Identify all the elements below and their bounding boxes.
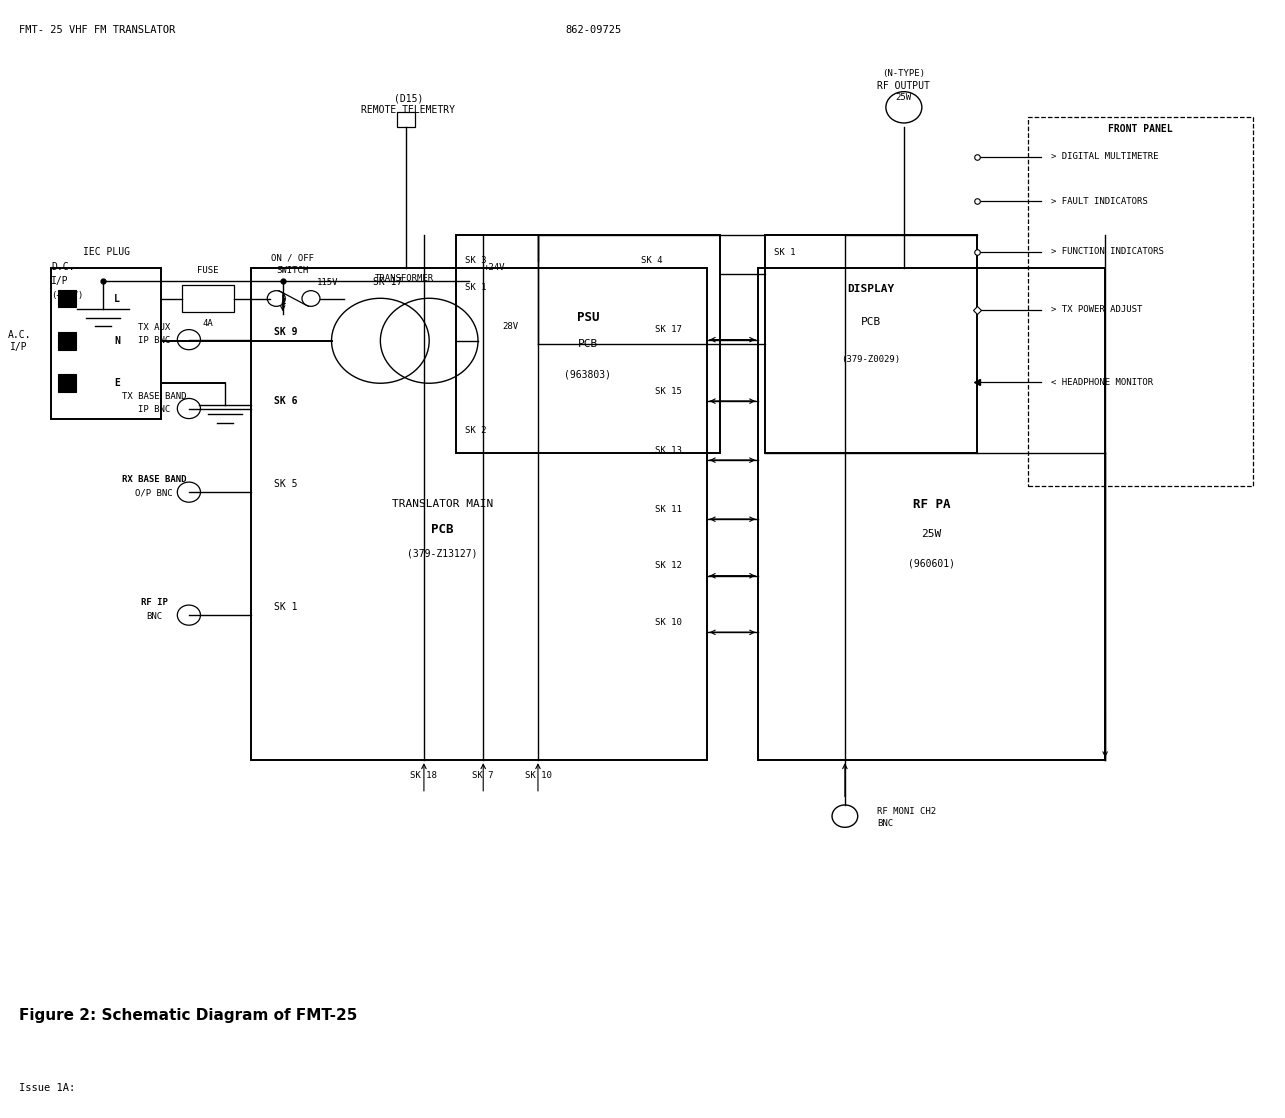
Bar — [397, 112, 415, 127]
Text: Figure 2: Schematic Diagram of FMT-25: Figure 2: Schematic Diagram of FMT-25 — [19, 1008, 357, 1023]
Bar — [58, 375, 76, 392]
Bar — [765, 235, 977, 453]
Text: SK 9: SK 9 — [274, 326, 297, 337]
Text: Issue 1A:: Issue 1A: — [19, 1083, 76, 1093]
Text: E: E — [114, 378, 120, 388]
Bar — [1028, 117, 1253, 486]
Text: (963803): (963803) — [564, 369, 612, 379]
Text: PSU: PSU — [577, 311, 599, 324]
Text: SK 17: SK 17 — [373, 277, 402, 286]
Text: SK 11: SK 11 — [655, 504, 681, 513]
Text: I/P: I/P — [51, 276, 69, 285]
Text: RF MONI CH2: RF MONI CH2 — [878, 807, 937, 816]
Bar — [58, 332, 76, 350]
Text: 4: 4 — [280, 299, 285, 307]
Text: 862-09725: 862-09725 — [565, 25, 622, 35]
Text: IP BNC: IP BNC — [137, 405, 171, 414]
Text: (+24V): (+24V) — [51, 291, 84, 300]
Text: PCB: PCB — [430, 522, 454, 536]
Text: SK 10: SK 10 — [655, 618, 681, 627]
Text: TRANSFORMER: TRANSFORMER — [375, 274, 434, 283]
Text: RF OUTPUT: RF OUTPUT — [878, 82, 930, 91]
Text: > TX POWER ADJUST: > TX POWER ADJUST — [1051, 305, 1142, 314]
Text: RF PA: RF PA — [912, 498, 951, 511]
Bar — [58, 290, 76, 307]
Text: SK 12: SK 12 — [655, 561, 681, 570]
Text: SK 1: SK 1 — [274, 603, 297, 613]
Text: (379-Z0029): (379-Z0029) — [840, 354, 901, 363]
Text: L: L — [114, 294, 120, 303]
Text: N: N — [114, 335, 120, 345]
Text: SK 18: SK 18 — [410, 771, 437, 780]
Text: PCB: PCB — [861, 318, 880, 326]
Text: SK 7: SK 7 — [473, 771, 493, 780]
Text: RF IP: RF IP — [141, 598, 167, 607]
Text: SK 1: SK 1 — [465, 283, 487, 292]
Text: 4A: 4A — [203, 319, 213, 328]
Text: (960601): (960601) — [908, 559, 955, 568]
Text: SK 2: SK 2 — [465, 426, 487, 436]
Text: (N-TYPE): (N-TYPE) — [883, 69, 925, 78]
Text: TX AUX: TX AUX — [137, 323, 171, 332]
Text: SWITCH: SWITCH — [276, 266, 310, 275]
Text: TX BASE BAND: TX BASE BAND — [122, 391, 186, 400]
Text: RX BASE BAND: RX BASE BAND — [122, 475, 186, 484]
Text: SK 17: SK 17 — [655, 325, 681, 334]
Text: SK 10: SK 10 — [524, 771, 551, 780]
Text: FUSE: FUSE — [198, 266, 218, 275]
Text: ON / OFF: ON / OFF — [271, 254, 315, 263]
Text: FMT- 25 VHF FM TRANSLATOR: FMT- 25 VHF FM TRANSLATOR — [19, 25, 176, 35]
Text: A.C.
I/P: A.C. I/P — [8, 330, 31, 351]
Text: SK 15: SK 15 — [655, 387, 681, 396]
Text: 115V: 115V — [317, 278, 338, 287]
Text: > FUNCTION INDICATORS: > FUNCTION INDICATORS — [1051, 247, 1164, 256]
Text: SK 1: SK 1 — [774, 248, 795, 257]
Text: SK 13: SK 13 — [655, 446, 681, 455]
Text: 25W: 25W — [921, 529, 942, 539]
Text: PCB: PCB — [578, 339, 598, 349]
Text: 25W: 25W — [896, 93, 912, 102]
Text: SK 5: SK 5 — [274, 480, 297, 490]
Bar — [456, 235, 720, 453]
Text: REMOTE TELEMETRY: REMOTE TELEMETRY — [361, 105, 455, 114]
Text: IEC PLUG: IEC PLUG — [82, 247, 130, 256]
Text: SK 3: SK 3 — [465, 256, 487, 265]
Text: TRANSLATOR MAIN: TRANSLATOR MAIN — [392, 500, 492, 510]
Text: SK 4: SK 4 — [640, 256, 662, 265]
Text: FRONT PANEL: FRONT PANEL — [1108, 124, 1173, 133]
Text: O/P BNC: O/P BNC — [135, 489, 173, 498]
Text: < HEADPHONE MONITOR: < HEADPHONE MONITOR — [1051, 378, 1153, 387]
Text: 28V: 28V — [502, 322, 518, 331]
Text: BNC: BNC — [878, 819, 893, 828]
Text: SK 6: SK 6 — [274, 396, 297, 406]
Bar — [251, 268, 707, 760]
Text: DISPLAY: DISPLAY — [847, 284, 894, 294]
Text: BNC: BNC — [146, 612, 162, 620]
Bar — [182, 285, 234, 312]
Bar — [51, 268, 161, 419]
Text: D.C.: D.C. — [51, 263, 75, 272]
Text: (379-Z13127): (379-Z13127) — [407, 549, 478, 559]
Text: IP BNC: IP BNC — [137, 337, 171, 345]
Text: (D15): (D15) — [393, 94, 423, 103]
Text: > DIGITAL MULTIMETRE: > DIGITAL MULTIMETRE — [1051, 152, 1159, 161]
Bar — [758, 268, 1105, 760]
Text: +24V: +24V — [484, 263, 505, 272]
Text: > FAULT INDICATORS: > FAULT INDICATORS — [1051, 197, 1148, 206]
